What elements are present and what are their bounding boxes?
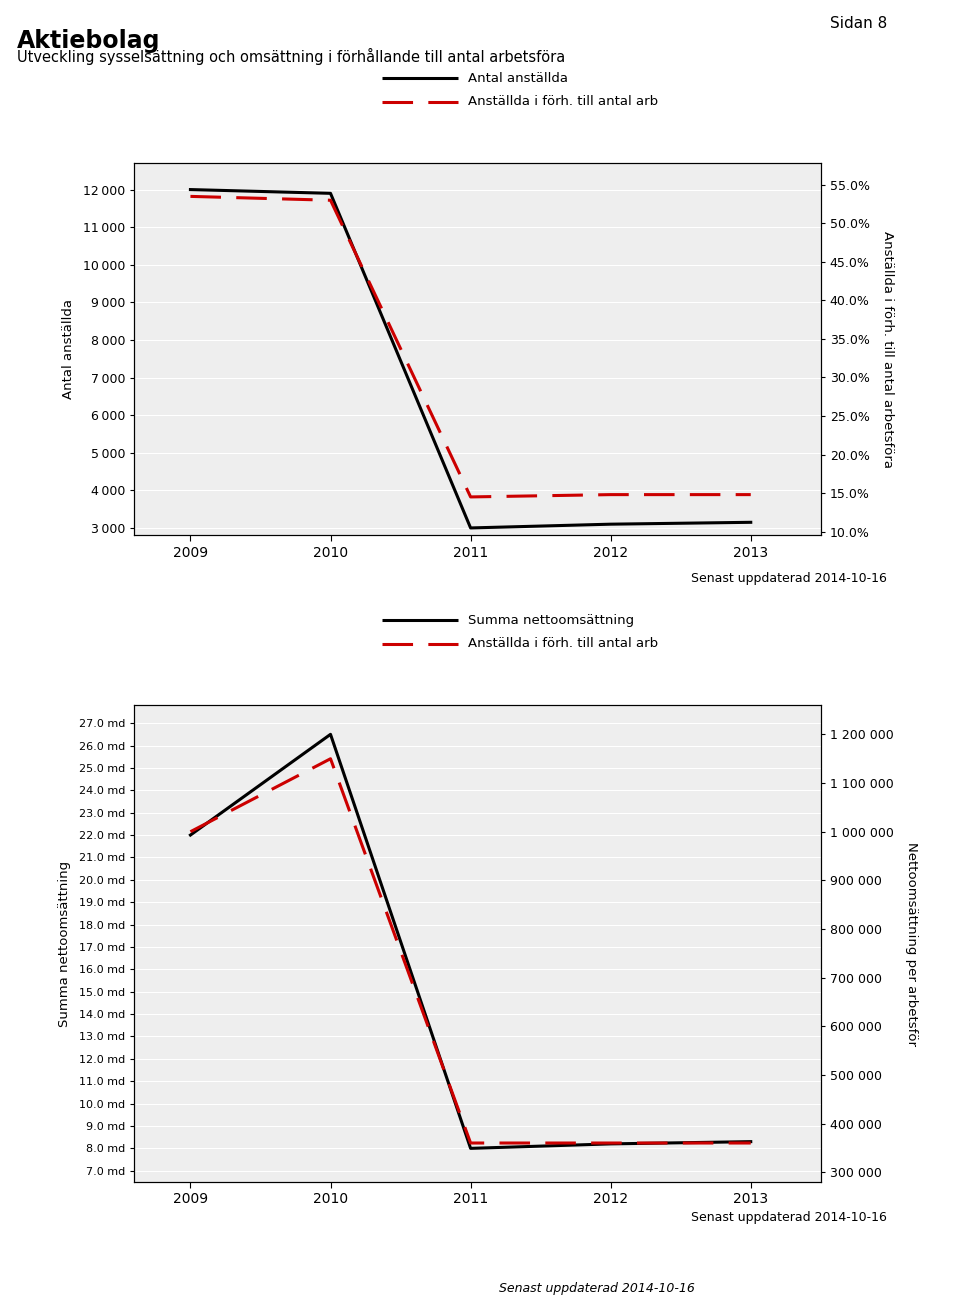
Text: Sidan 8: Sidan 8 — [830, 16, 888, 31]
Y-axis label: Antal anställda: Antal anställda — [61, 299, 75, 400]
Y-axis label: Summa nettoomsättning: Summa nettoomsättning — [58, 861, 71, 1027]
Y-axis label: Nettoomsättning per arbetsför: Nettoomsättning per arbetsför — [905, 841, 918, 1046]
Text: Anställda i förh. till antal arb: Anställda i förh. till antal arb — [468, 637, 658, 650]
Text: Senast uppdaterad 2014-10-16: Senast uppdaterad 2014-10-16 — [691, 572, 887, 585]
Text: Summa nettoomsättning: Summa nettoomsättning — [468, 614, 634, 627]
Text: Senast uppdaterad 2014-10-16: Senast uppdaterad 2014-10-16 — [691, 1211, 887, 1224]
Y-axis label: Anställda i förh. till antal arbetsföra: Anställda i förh. till antal arbetsföra — [881, 231, 894, 468]
Text: Utveckling sysselsättning och omsättning i förhållande till antal arbetsföra: Utveckling sysselsättning och omsättning… — [17, 48, 565, 65]
Text: Senast uppdaterad 2014-10-16: Senast uppdaterad 2014-10-16 — [499, 1282, 695, 1296]
Text: Anställda i förh. till antal arb: Anställda i förh. till antal arb — [468, 95, 658, 108]
Text: Aktiebolag: Aktiebolag — [17, 29, 160, 52]
Text: Antal anställda: Antal anställda — [468, 72, 568, 85]
